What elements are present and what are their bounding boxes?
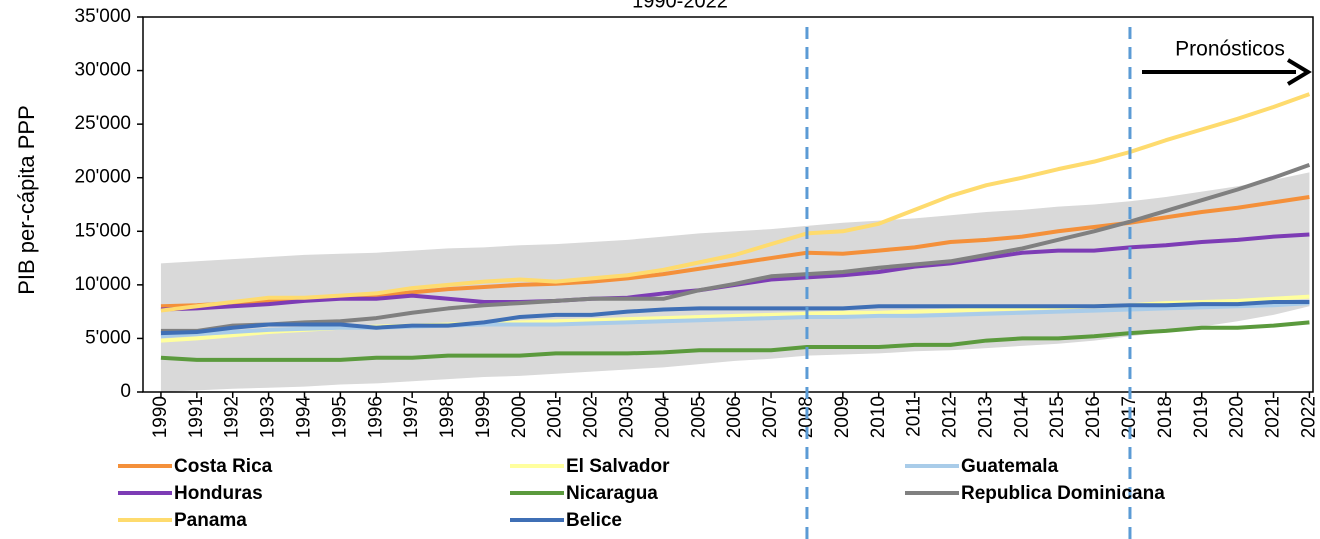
x-tick-label: 2010: [868, 396, 889, 438]
forecast-arrow: [1142, 58, 1312, 86]
legend-label: Republica Dominicana: [961, 483, 1165, 504]
x-tick-label: 2019: [1191, 396, 1212, 438]
plot: 0 5'000 10'000 15'000 20'000 25'000 30'000 35'0…: [75, 6, 1319, 539]
x-tick-label: 2013: [975, 396, 996, 438]
x-tick-label: 2011: [904, 396, 925, 437]
y-tick-label: 15'000: [75, 220, 131, 241]
y-tick-label: 10'000: [75, 274, 131, 295]
x-tick-label: 1998: [437, 396, 458, 438]
y-tick-label: 25'000: [75, 113, 131, 134]
x-tick-label: 2012: [940, 396, 961, 438]
y-tick-label: 30'000: [75, 60, 131, 81]
x-tick-label: 1999: [473, 396, 494, 438]
x-tick-label: 2000: [509, 396, 530, 438]
x-tick-label: 2001: [545, 396, 566, 438]
legend-label: Costa Rica: [174, 456, 273, 477]
series-line: [160, 300, 1310, 336]
x-tick-label: 2014: [1011, 396, 1032, 439]
chart-title: 1990-2022: [632, 0, 728, 12]
plot-frame: [142, 16, 1314, 393]
x-tick-label: 2021: [1263, 396, 1284, 438]
series-line: [160, 301, 1310, 339]
arrow-head: [1286, 58, 1312, 86]
x-tick-label: 1995: [329, 396, 350, 438]
legend-label: Honduras: [174, 483, 263, 504]
x-tick-label: 2016: [1083, 396, 1104, 438]
x-tick-label: 2015: [1047, 396, 1068, 438]
legend-label: Guatemala: [961, 456, 1059, 477]
series-line: [160, 162, 1311, 333]
x-tick-label: 1993: [258, 396, 279, 438]
legend-label: Nicaragua: [566, 483, 658, 504]
x-tick-label: 1990: [150, 396, 171, 438]
series-line: [160, 320, 1310, 362]
x-tick-label: 2005: [688, 396, 709, 438]
series-line: [160, 92, 1311, 313]
x-tick-label: 1994: [294, 396, 315, 439]
x-tick-label: 2022: [1298, 396, 1319, 438]
y-tick-label: 0: [120, 381, 131, 402]
annotation: Pronósticos: [1175, 38, 1285, 61]
x-tick-label: 2006: [724, 396, 745, 438]
y-tick-label: 20'000: [75, 167, 131, 188]
x-tick-label: 1991: [186, 396, 207, 438]
x-tick-label: 2004: [652, 396, 673, 439]
y-tick-label: 5'000: [85, 327, 131, 348]
y-tick-label: 35'000: [75, 6, 131, 27]
legend-label: Panama: [174, 510, 247, 531]
y-axis-label: PIB per-cápita PPP: [14, 105, 39, 295]
legend-label: Belice: [566, 510, 622, 531]
x-tick-label: 1996: [365, 396, 386, 438]
x-tick-label: 2018: [1155, 396, 1176, 438]
x-tick-label: 2003: [617, 396, 638, 438]
x-tick-label: 2020: [1227, 396, 1248, 438]
x-tick-label: 2009: [832, 396, 853, 438]
x-tick-label: 2007: [760, 396, 781, 438]
legend-label: El Salvador: [566, 456, 670, 477]
x-tick-label: 1997: [401, 396, 422, 438]
x-tick-label: 2002: [581, 396, 602, 438]
x-tick-label: 1992: [222, 396, 243, 438]
